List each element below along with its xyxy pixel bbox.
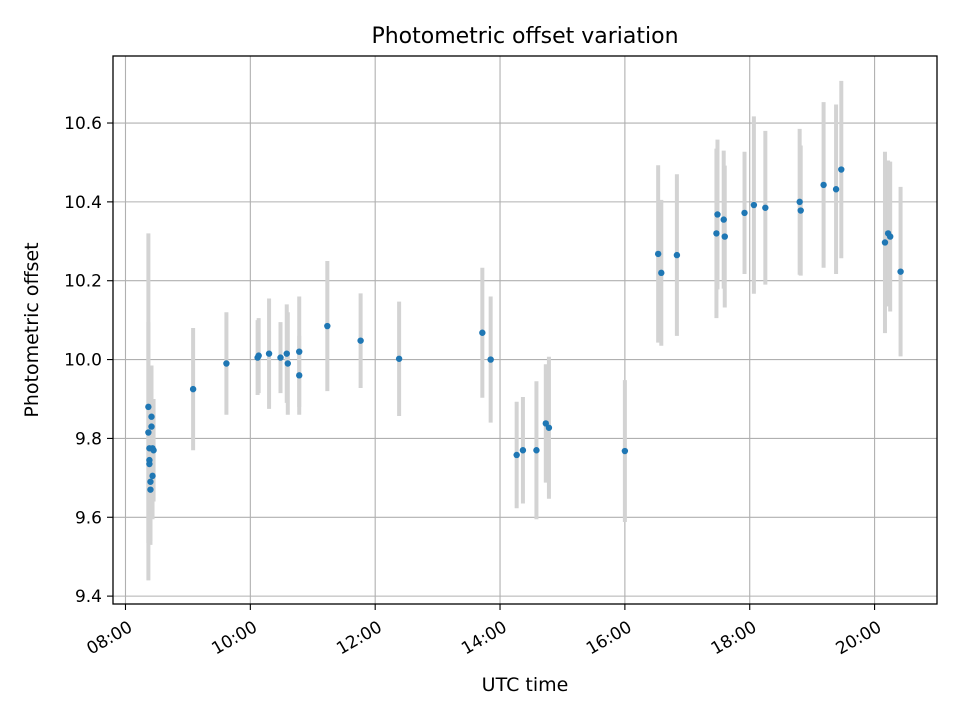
data-point [887, 233, 893, 239]
data-point [897, 268, 903, 274]
y-tick-label: 9.6 [75, 508, 102, 528]
data-point [266, 350, 272, 356]
data-point [255, 352, 261, 358]
data-point [533, 447, 539, 453]
data-point [357, 337, 363, 343]
data-point [146, 461, 152, 467]
data-point [513, 452, 519, 458]
data-point [150, 447, 156, 453]
y-tick-label: 10.0 [64, 351, 102, 371]
data-point [741, 210, 747, 216]
data-point [324, 323, 330, 329]
data-point [882, 239, 888, 245]
data-point [674, 252, 680, 258]
y-tick-label: 9.8 [75, 429, 102, 449]
data-point [296, 372, 302, 378]
y-tick-label: 10.2 [64, 272, 102, 292]
y-tick-label: 10.6 [64, 114, 102, 134]
data-point [655, 251, 661, 257]
data-point [722, 233, 728, 239]
data-point [147, 479, 153, 485]
data-point [762, 205, 768, 211]
data-point [277, 354, 283, 360]
data-point [396, 356, 402, 362]
data-point [820, 182, 826, 188]
data-point [148, 423, 154, 429]
y-tick-label: 10.4 [64, 193, 102, 213]
y-axis-label: Photometric offset [21, 242, 43, 417]
data-point [487, 356, 493, 362]
data-point [147, 486, 153, 492]
data-point [838, 166, 844, 172]
data-point [145, 404, 151, 410]
data-point [520, 447, 526, 453]
data-point [149, 473, 155, 479]
data-point [713, 230, 719, 236]
data-point [622, 448, 628, 454]
data-point [145, 429, 151, 435]
y-tick-label: 9.4 [75, 587, 102, 607]
data-point [721, 216, 727, 222]
data-point [546, 425, 552, 431]
data-point [296, 348, 302, 354]
data-point [148, 414, 154, 420]
figure: Photometric offset variation 08:00 10:00 1… [0, 0, 960, 720]
data-point [798, 207, 804, 213]
data-point [751, 202, 757, 208]
data-point [190, 386, 196, 392]
data-point [285, 360, 291, 366]
data-point [284, 350, 290, 356]
data-point [796, 199, 802, 205]
data-point [223, 360, 229, 366]
chart-title: Photometric offset variation [371, 24, 678, 49]
x-axis-label: UTC time [482, 674, 569, 696]
data-point [658, 270, 664, 276]
data-point [714, 211, 720, 217]
data-point [479, 330, 485, 336]
data-point [833, 186, 839, 192]
